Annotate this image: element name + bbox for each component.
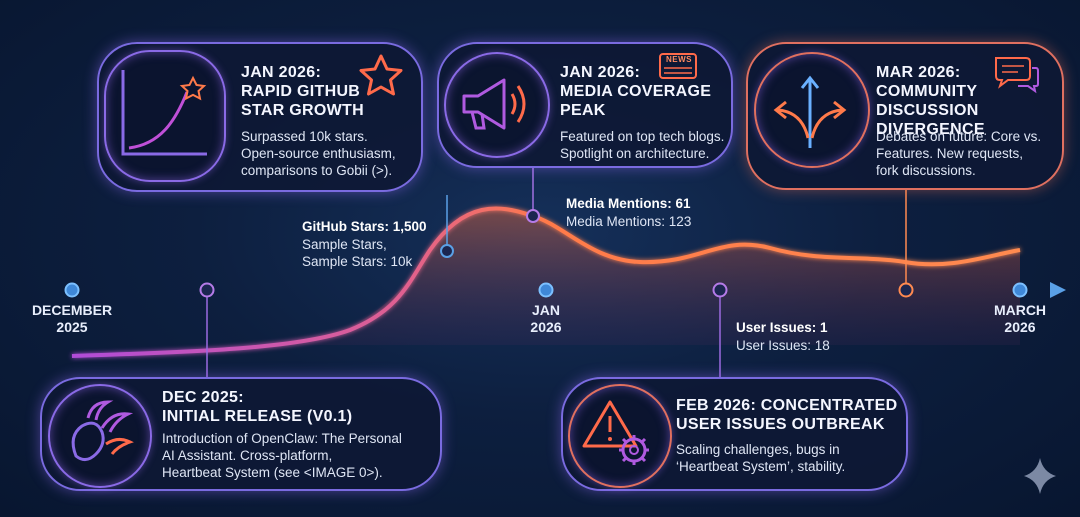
axis-arrow	[1050, 282, 1066, 298]
axis-label-jan-2026: JAN 2026	[530, 302, 562, 335]
warning-gear-icon	[582, 400, 649, 465]
curve-marker-media[interactable]	[526, 209, 540, 223]
icon-circle-community	[754, 52, 870, 168]
card-github-title: JAN 2026: RAPID GITHUB STAR GROWTH	[241, 64, 364, 119]
metric-user-issues-secondary: User Issues: 18	[736, 338, 830, 353]
icon-circle-media	[444, 52, 550, 158]
curve-marker-github[interactable]	[440, 244, 454, 258]
axis-label-march-2026: MARCH 2026	[993, 302, 1047, 335]
card-github-desc: Surpassed 10k stars. Open-source enthusi…	[241, 129, 396, 178]
growth-chart-icon	[121, 70, 207, 156]
marker-community[interactable]	[898, 282, 914, 298]
icon-circle-issues	[568, 384, 672, 488]
axis-label-december-2025: DECEMBER 2025	[31, 302, 113, 335]
metric-curve	[71, 206, 1021, 358]
metric-media-mentions: Media Mentions: 61	[566, 196, 691, 211]
sparkle-icon	[1024, 458, 1056, 494]
card-issues-desc: Scaling challenges, bugs in ‘Heartbeat S…	[676, 442, 846, 474]
marker-dec-2025[interactable]	[64, 282, 80, 298]
card-issues-title: FEB 2026: CONCENTRATED USER ISSUES OUTBR…	[676, 397, 898, 433]
newspaper-icon	[659, 53, 697, 79]
star-icon	[359, 54, 403, 96]
card-community-desc: Debates on future: Core vs. Features. Ne…	[876, 129, 1042, 178]
card-release-title: DEC 2025: INITIAL RELEASE (V0.1)	[162, 389, 353, 425]
card-media-desc: Featured on top tech blogs. Spotlight on…	[560, 129, 725, 161]
fork-arrows-icon	[773, 75, 847, 148]
metric-area	[300, 208, 1020, 345]
metric-github-stars: GitHub Stars: 1,500	[302, 219, 427, 234]
icon-circle-release	[48, 384, 152, 488]
marker-release[interactable]	[199, 282, 215, 298]
megaphone-icon	[462, 78, 526, 130]
claw-icon	[71, 400, 134, 461]
marker-jan-2026[interactable]	[538, 282, 554, 298]
chat-bubbles-icon	[995, 57, 1039, 94]
marker-march-2026[interactable]	[1012, 282, 1028, 298]
card-community-title: MAR 2026: COMMUNITY DISCUSSION DIVERGENC…	[876, 64, 985, 138]
marker-issues[interactable]	[712, 282, 728, 298]
metric-sample-stars: Sample Stars, Sample Stars: 10k	[302, 237, 413, 269]
metric-media-mentions-secondary: Media Mentions: 123	[566, 214, 692, 229]
card-release-desc: Introduction of OpenClaw: The Personal A…	[162, 431, 402, 480]
card-media-title: JAN 2026: MEDIA COVERAGE PEAK	[560, 64, 712, 119]
metric-user-issues: User Issues: 1	[736, 320, 828, 335]
news-badge: NEWS	[666, 55, 692, 64]
